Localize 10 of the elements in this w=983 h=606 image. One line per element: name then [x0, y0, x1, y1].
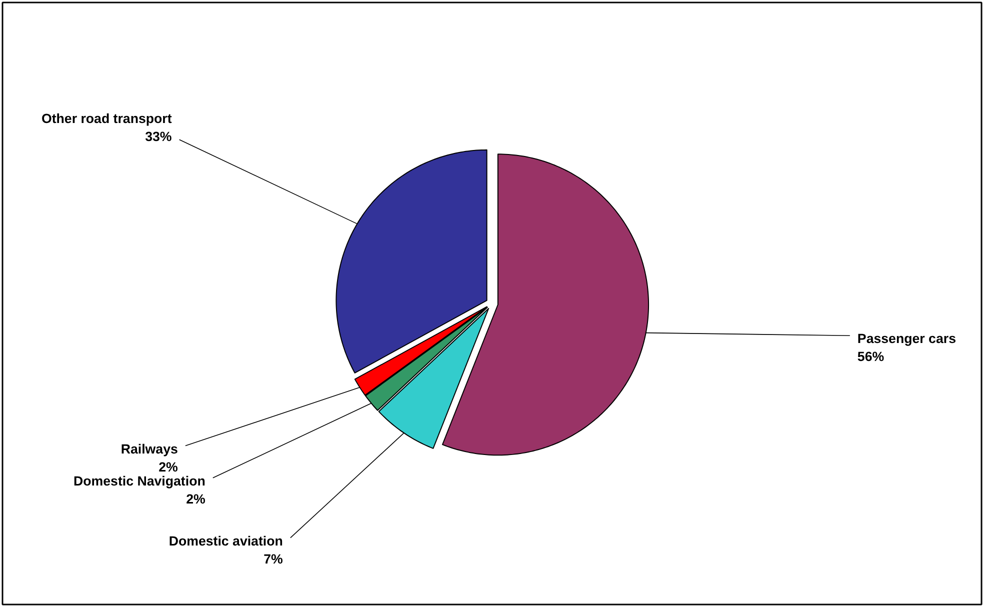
slice-label: Passenger cars — [857, 331, 956, 346]
data-label: 7% — [264, 551, 284, 566]
slice-label: Domestic Navigation — [74, 473, 206, 488]
slice-label: Domestic aviation — [168, 533, 283, 548]
data-label: 33% — [145, 129, 172, 144]
data-label: 2% — [158, 459, 178, 474]
slice-label: Other road transport — [41, 111, 172, 126]
data-label: 2% — [186, 491, 206, 506]
data-label: 56% — [857, 349, 884, 364]
slice-label: Railways — [120, 441, 178, 456]
